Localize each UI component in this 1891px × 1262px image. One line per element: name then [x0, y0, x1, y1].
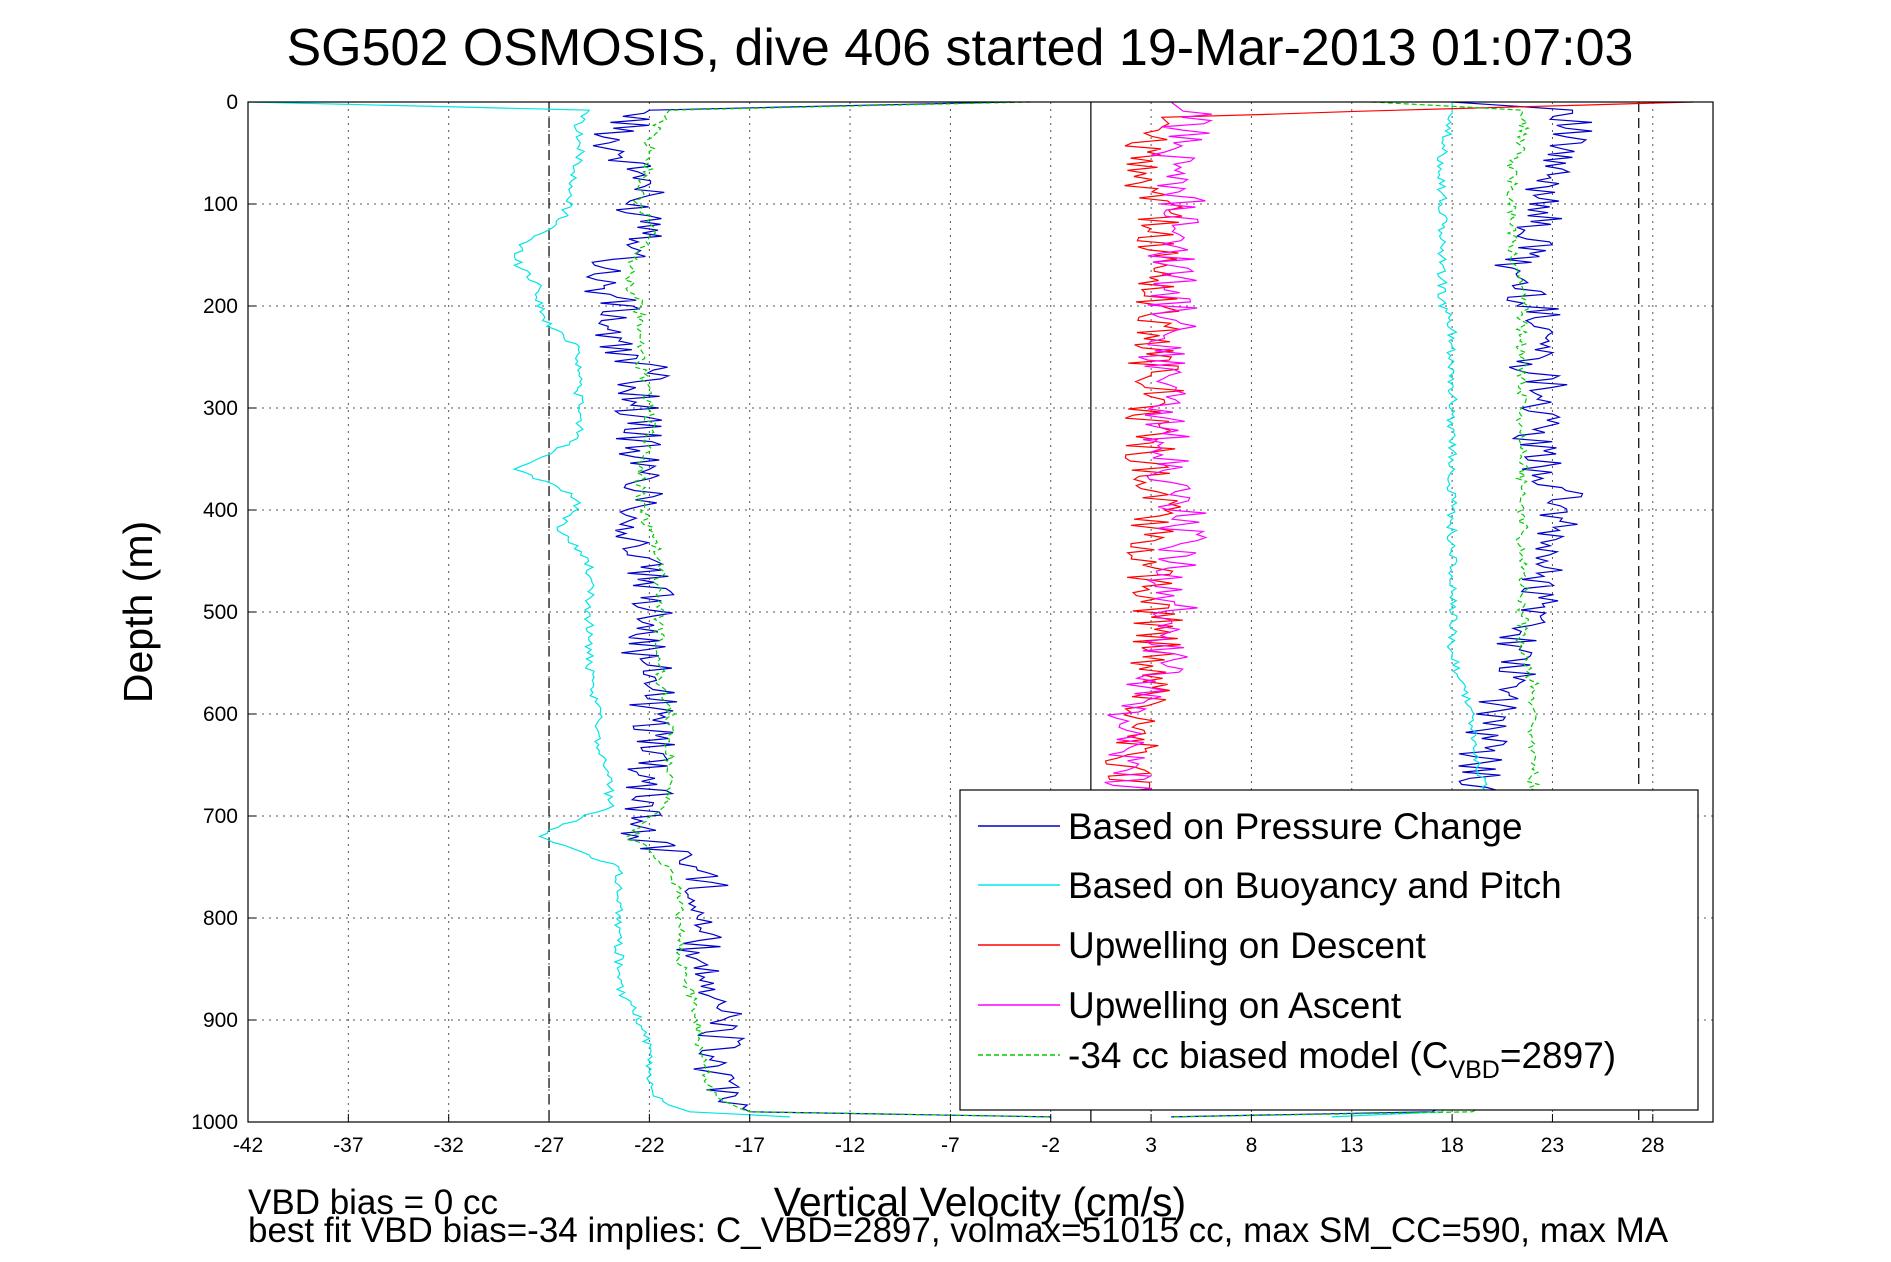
y-axis-label: Depth (m): [115, 521, 161, 703]
y-tick-label: 300: [203, 397, 238, 420]
legend-label-text: Based on Buoyancy and Pitch: [1068, 865, 1562, 906]
x-tick-label: -7: [941, 1134, 960, 1157]
x-tick-label: 3: [1145, 1134, 1157, 1157]
x-tick-label: 13: [1340, 1134, 1363, 1157]
y-tick-labels: 0 100 200 300 400 500 600 700 800 900 1000: [191, 91, 256, 1134]
legend: Based on Pressure Change Based on Buoyanc…: [959, 789, 1699, 1111]
y-tick-label: 800: [203, 907, 238, 930]
descent-line: [1104, 101, 1693, 817]
y-tick-label: 400: [203, 499, 238, 522]
x-tick-label: -22: [634, 1134, 664, 1157]
x-tick-label: -2: [1041, 1134, 1060, 1157]
legend-label-text: Based on Pressure Change: [1068, 806, 1523, 847]
x-tick-label: -17: [735, 1134, 765, 1157]
x-tick-label: -12: [835, 1134, 865, 1157]
legend-label-text: -34 cc biased model (C: [1068, 1035, 1448, 1076]
y-tick-label: 100: [203, 193, 238, 216]
y-tick-label: 200: [203, 295, 238, 318]
legend-label-text: Upwelling on Ascent: [1068, 985, 1402, 1026]
x-tick-label: 18: [1440, 1134, 1463, 1157]
y-tick-label: 700: [203, 805, 238, 828]
x-tick-label: -27: [534, 1134, 564, 1157]
x-tick-label: 28: [1641, 1134, 1664, 1157]
x-tick-label: 8: [1246, 1134, 1258, 1157]
legend-label-text: Upwelling on Descent: [1068, 925, 1427, 966]
footer-vbd-bias: VBD bias = 0 cc: [248, 1183, 498, 1222]
x-tick-label: 23: [1541, 1134, 1564, 1157]
x-tick-label: -37: [333, 1134, 363, 1157]
y-tick-label: 1000: [191, 1111, 238, 1134]
legend-label-suffix: =2897): [1500, 1035, 1616, 1076]
legend-label-subscript: VBD: [1448, 1056, 1499, 1084]
series-group: [247, 101, 1693, 1118]
x-tick-label: -42: [233, 1134, 263, 1157]
y-tick-label: 0: [226, 91, 238, 114]
legend-label-pressure: Based on Pressure Change: [1068, 806, 1523, 847]
pressure-descent-line: [584, 101, 1051, 1118]
x-tick-label: -32: [434, 1134, 464, 1157]
model-ascent-line: [1171, 101, 1541, 1118]
ascent-line: [1104, 101, 1214, 817]
chart-title: SG502 OSMOSIS, dive 406 started 19-Mar-2…: [287, 19, 1634, 77]
legend-label-ascent: Upwelling on Ascent: [1068, 985, 1402, 1026]
model-descent-line: [623, 101, 1051, 1118]
y-tick-label: 600: [203, 703, 238, 726]
x-tick-labels: -42 -37 -32 -27 -22 -17 -12 -7 -2 3 8 13 18 23 28: [233, 1114, 1664, 1157]
footer-best-fit: best fit VBD bias=-34 implies: C_VBD=289…: [248, 1211, 1669, 1250]
legend-label-buoyancy: Based on Buoyancy and Pitch: [1068, 865, 1562, 906]
legend-label-model: -34 cc biased model (CVBD=2897): [1068, 1035, 1616, 1084]
legend-label-descent: Upwelling on Descent: [1068, 925, 1427, 966]
y-tick-label: 500: [203, 601, 238, 624]
legend-box: [959, 789, 1699, 1111]
x-axis-label: Vertical Velocity (cm/s): [774, 1179, 1186, 1225]
buoyancy-descent-line: [247, 101, 790, 1118]
y-tick-label: 900: [203, 1009, 238, 1032]
